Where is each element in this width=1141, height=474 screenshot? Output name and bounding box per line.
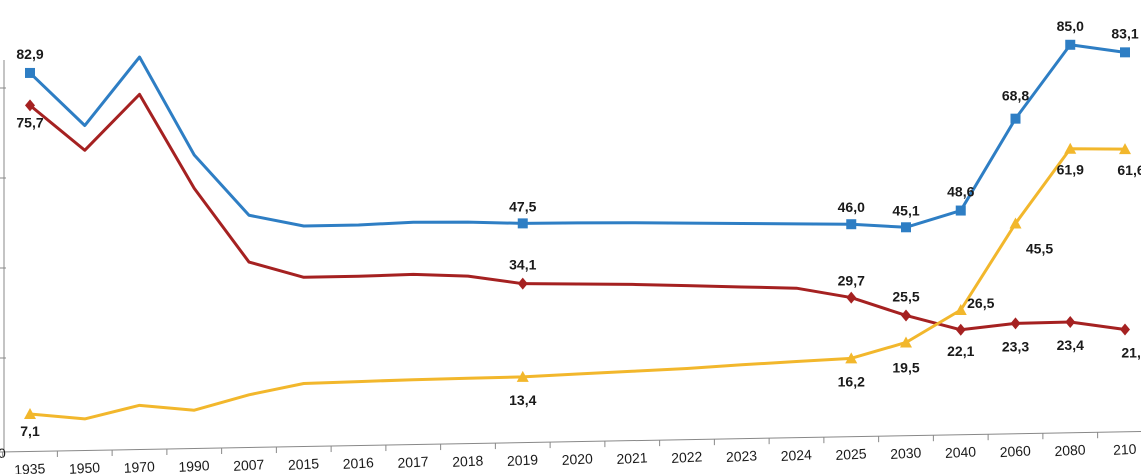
data-label: 34,1 [509, 257, 536, 273]
data-label: 85,0 [1057, 18, 1084, 34]
data-label: 45,1 [892, 202, 919, 218]
data-label: 48,6 [947, 184, 974, 200]
x-tick-label: 2025 [835, 445, 867, 463]
series-line-2 [29, 147, 1126, 421]
x-tick-label: 2007 [233, 456, 265, 474]
data-label: 47,5 [509, 198, 536, 214]
triangle-marker [24, 408, 36, 420]
x-tick-label: 2040 [945, 443, 977, 461]
x-tick-label: 2060 [999, 442, 1031, 460]
data-label: 22,1 [947, 343, 974, 359]
data-label: 16,2 [838, 373, 865, 389]
diamond-marker [1065, 315, 1076, 328]
series-line-1 [29, 92, 1126, 332]
data-label: 82,9 [16, 46, 43, 62]
data-label: 83,1 [1111, 25, 1138, 41]
data-label: 13,4 [509, 392, 536, 408]
data-labels: 82,9 47,5 46,0 45,1 48,6 68,8 85,0 83,1 75,7 34,1… [16, 18, 1141, 439]
data-label: 61,6 [1117, 162, 1141, 178]
square-marker [901, 222, 911, 233]
square-marker [955, 205, 966, 216]
series-line-0 [28, 43, 1126, 229]
data-label: 29,7 [838, 273, 865, 289]
data-label: 26,5 [967, 295, 994, 311]
x-tick-label: 2024 [780, 446, 812, 464]
square-marker [517, 218, 528, 229]
data-label: 45,5 [1026, 241, 1053, 257]
square-marker [1065, 39, 1076, 50]
x-tick-label: 2018 [452, 452, 484, 470]
x-tick-label: 210 [1113, 441, 1137, 458]
series-lines [28, 43, 1126, 421]
x-tick-label: 2080 [1054, 441, 1086, 459]
triangle-marker [1119, 143, 1131, 155]
x-axis-line [0, 430, 1141, 453]
x-tick-label: 2016 [342, 454, 374, 472]
data-label: 23,3 [1002, 338, 1029, 354]
data-label: 75,7 [16, 114, 43, 130]
x-tick-label: 2023 [726, 447, 758, 465]
triangle-marker [845, 352, 858, 364]
square-marker [1120, 47, 1130, 58]
data-label: 61,9 [1057, 162, 1084, 178]
diamond-marker [955, 323, 966, 336]
square-marker [25, 67, 35, 78]
data-label: 19,5 [892, 359, 919, 375]
diamond-marker [1010, 317, 1021, 330]
x-tick-label: 2015 [288, 455, 320, 473]
square-marker [846, 219, 857, 230]
square-marker [1010, 113, 1021, 124]
diamond-marker [517, 277, 528, 290]
x-tick-label: 1970 [123, 458, 155, 474]
x-tick-label: 1935 [14, 460, 46, 474]
x-tick-label: 2022 [671, 448, 703, 466]
data-label: 68,8 [1002, 88, 1029, 104]
x-tick-label: 2017 [397, 453, 429, 471]
diamond-marker [25, 99, 35, 112]
triangle-marker [516, 370, 529, 382]
series-markers [24, 39, 1131, 420]
triangle-marker [900, 336, 912, 348]
triangle-marker [1009, 217, 1022, 229]
data-label: 21,5 [1121, 345, 1141, 361]
x-tick-label: 2030 [890, 444, 922, 462]
diamond-marker [901, 309, 911, 322]
x-tick-label: 2019 [507, 451, 539, 469]
data-label: 23,4 [1057, 337, 1084, 353]
x-tick-label: 2020 [561, 450, 593, 468]
axes: 0193519501970199020072015201620172018201… [0, 60, 1141, 474]
x-tick-label: 1950 [69, 459, 101, 474]
triangle-marker [954, 303, 967, 315]
x-tick-label: 1990 [178, 457, 210, 474]
x-tick-label: 2021 [616, 449, 648, 467]
diamond-marker [1120, 323, 1130, 336]
data-label: 7,1 [20, 423, 40, 439]
data-label: 25,5 [892, 288, 919, 304]
diamond-marker [846, 291, 857, 304]
data-label: 46,0 [838, 199, 865, 215]
triangle-marker [1064, 142, 1077, 154]
